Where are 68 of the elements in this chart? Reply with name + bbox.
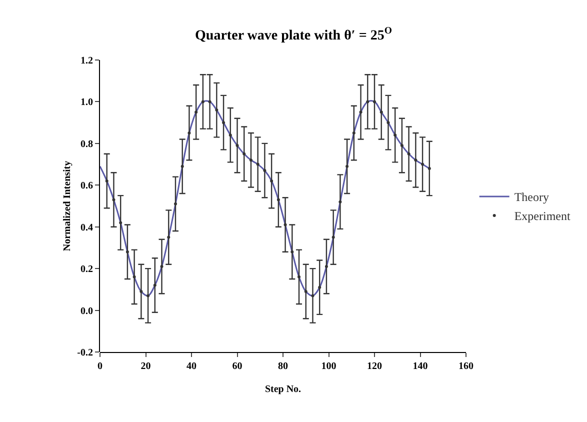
point <box>194 110 198 114</box>
y-tick-label: 0.0 <box>80 306 93 317</box>
point <box>140 290 143 294</box>
y-tick-label: 0.8 <box>80 138 93 150</box>
point <box>338 200 342 204</box>
point <box>304 290 308 294</box>
point <box>359 110 362 114</box>
x-tick-label: 20 <box>140 361 151 372</box>
point <box>386 121 390 124</box>
point <box>400 144 404 148</box>
point <box>112 198 116 202</box>
legend-label: Experiment <box>514 209 571 224</box>
x-tick-label: 120 <box>367 361 382 372</box>
point <box>201 100 204 104</box>
point <box>270 179 274 182</box>
point <box>407 152 410 156</box>
point <box>284 223 287 226</box>
x-tick-label: 160 <box>458 361 474 372</box>
point <box>236 144 239 148</box>
point <box>146 294 150 298</box>
point <box>318 286 322 289</box>
point <box>352 132 356 134</box>
point <box>263 169 266 172</box>
point <box>242 152 246 156</box>
x-tick-label: 100 <box>321 361 336 372</box>
point <box>119 221 122 224</box>
line-series <box>100 100 430 296</box>
x-tick-label: 140 <box>412 361 428 372</box>
y-tick-label: 1.0 <box>80 97 93 108</box>
x-axis-title: Step No. <box>264 384 302 395</box>
point <box>132 275 136 278</box>
point <box>215 108 218 112</box>
point <box>276 198 280 202</box>
point <box>208 100 212 104</box>
x-tick-label: 60 <box>232 361 242 372</box>
x-tick-label: 0 <box>98 361 102 372</box>
point <box>366 100 370 104</box>
point <box>380 110 383 114</box>
point <box>180 164 184 168</box>
point <box>311 294 314 298</box>
point <box>249 158 252 162</box>
y-axis-title: Normalized Intensity <box>62 160 73 252</box>
x-tick-label: 40 <box>186 361 196 372</box>
y-tick-label: 1.2 <box>80 56 93 66</box>
legend-label: Theory <box>514 190 549 204</box>
point <box>421 162 424 166</box>
point <box>153 284 156 287</box>
y-tick-label: 0.4 <box>80 222 93 234</box>
x-tick-label: 80 <box>278 361 288 372</box>
point <box>394 134 397 137</box>
point <box>290 250 294 254</box>
point <box>188 132 191 134</box>
point <box>256 162 260 166</box>
point <box>414 158 418 162</box>
point <box>373 100 376 104</box>
point <box>228 134 232 137</box>
point <box>167 236 170 239</box>
point <box>332 236 335 239</box>
y-tick-label: 0.6 <box>80 180 93 192</box>
point <box>222 121 226 124</box>
y-tick-label: 0.2 <box>80 264 93 276</box>
y-tick-label: -0.2 <box>77 348 93 358</box>
point <box>105 179 108 182</box>
point <box>160 264 164 268</box>
point <box>346 164 349 168</box>
point <box>126 250 129 254</box>
chart-title: Quarter wave plate with θ′ = 25$^{O}$ <box>195 25 392 44</box>
point <box>428 166 431 170</box>
